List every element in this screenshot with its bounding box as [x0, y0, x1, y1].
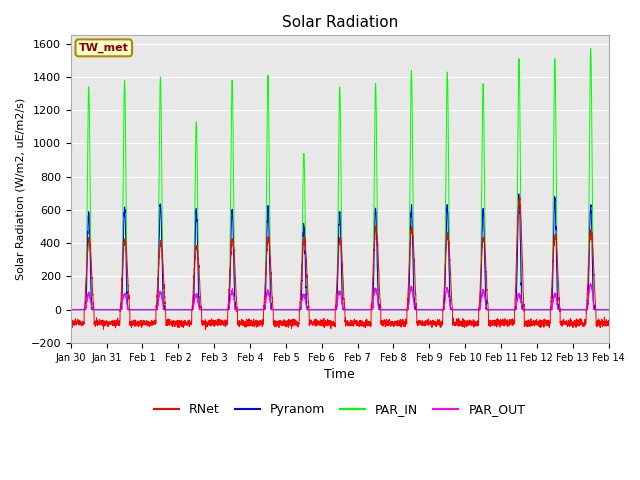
Pyranom [491, 307, 499, 312]
RNet [605, 319, 612, 324]
Pyranom [515, 191, 523, 197]
RNet [164, 322, 172, 328]
Pyranom [605, 307, 612, 312]
PAR_OUT [460, 307, 468, 312]
Legend: RNet, Pyranom, PAR_IN, PAR_OUT: RNet, Pyranom, PAR_IN, PAR_OUT [149, 398, 531, 421]
Line: Pyranom: Pyranom [71, 194, 609, 310]
RNet [516, 194, 524, 200]
Y-axis label: Solar Radiation (W/m2, uE/m2/s): Solar Radiation (W/m2, uE/m2/s) [15, 98, 25, 280]
Pyranom [164, 307, 172, 312]
Text: TW_met: TW_met [79, 43, 129, 53]
PAR_OUT [319, 307, 327, 312]
PAR_OUT [604, 307, 612, 312]
RNet [319, 320, 327, 326]
PAR_OUT [605, 307, 612, 312]
PAR_IN [587, 46, 595, 51]
Line: PAR_OUT: PAR_OUT [71, 284, 609, 310]
PAR_OUT [587, 281, 595, 287]
PAR_IN [460, 307, 468, 312]
Pyranom [604, 307, 612, 312]
PAR_IN [604, 307, 612, 312]
PAR_OUT [491, 307, 499, 312]
PAR_IN [164, 307, 172, 312]
PAR_IN [605, 307, 612, 312]
Pyranom [319, 307, 327, 312]
Pyranom [460, 307, 468, 312]
PAR_OUT [164, 307, 172, 312]
PAR_OUT [430, 307, 438, 312]
RNet [202, 327, 209, 333]
Pyranom [67, 307, 75, 312]
PAR_IN [67, 307, 75, 312]
PAR_OUT [67, 307, 75, 312]
PAR_IN [430, 307, 438, 312]
RNet [431, 321, 438, 327]
RNet [67, 321, 75, 327]
Line: PAR_IN: PAR_IN [71, 48, 609, 310]
RNet [491, 323, 499, 329]
Pyranom [430, 307, 438, 312]
PAR_IN [319, 307, 327, 312]
PAR_IN [491, 307, 499, 312]
X-axis label: Time: Time [324, 368, 355, 381]
RNet [604, 323, 612, 329]
RNet [460, 318, 468, 324]
Title: Solar Radiation: Solar Radiation [282, 15, 398, 30]
Line: RNet: RNet [71, 197, 609, 330]
